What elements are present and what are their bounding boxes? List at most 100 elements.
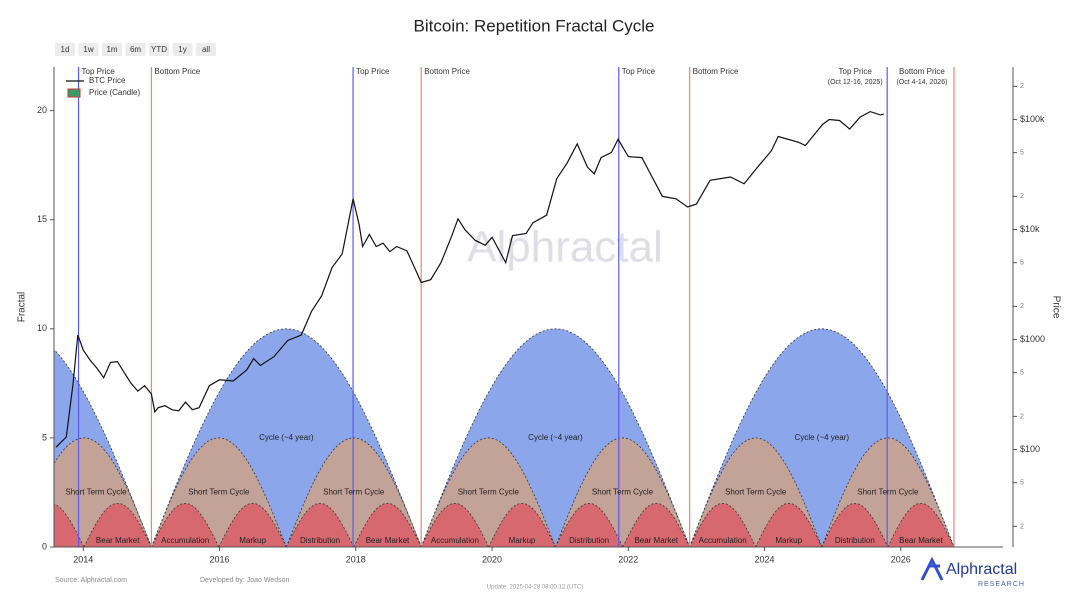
y2-tick-label: 5	[1020, 479, 1024, 486]
cycle-label: Bear Market	[96, 536, 140, 545]
y-tick-label: 5	[42, 432, 47, 442]
y2-tick-label: $100	[1020, 444, 1040, 454]
range-button-label[interactable]: 1d	[61, 45, 70, 54]
cycle-label: Short Term Cycle	[458, 488, 520, 497]
y2-tick-label: $10k	[1020, 224, 1040, 234]
cycle-label: Short Term Cycle	[188, 488, 250, 497]
cycle-label: Markup	[775, 536, 802, 545]
cycle-arc	[887, 503, 955, 547]
marker-label: Bottom Price	[693, 67, 739, 76]
cycle-label: Cycle (~4 year)	[795, 433, 850, 442]
y2-tick-label: 2	[1020, 83, 1024, 90]
logo-tagline: RESEARCH	[978, 581, 1025, 588]
logo-name: Alphractal	[946, 561, 1017, 578]
y2-axis-title: Price	[1050, 296, 1061, 319]
marker-label: Bottom Price	[424, 67, 470, 76]
cycle-arc	[689, 503, 757, 547]
y2-tick-label: 2	[1020, 303, 1024, 310]
y-tick-label: 15	[37, 214, 47, 224]
footer-update: Update: 2025-04-28 08:00:12 (UTC)	[487, 585, 583, 591]
range-button-label[interactable]: 1y	[178, 45, 186, 54]
cycle-label: Short Term Cycle	[592, 488, 654, 497]
y2-tick-label: 2	[1020, 193, 1024, 200]
cycle-label: Accumulation	[699, 536, 747, 545]
range-button-label[interactable]: 1m	[106, 45, 117, 54]
x-tick-label: 2020	[482, 554, 502, 564]
y2-tick-label: 2	[1020, 523, 1024, 530]
y2-tick-label: 2	[1020, 413, 1024, 420]
marker-label: Bottom Price	[899, 67, 945, 76]
range-button[interactable]	[196, 43, 216, 56]
range-button-label[interactable]: 6m	[130, 45, 141, 54]
cycle-arc	[420, 503, 490, 547]
cycle-label: Short Term Cycle	[323, 488, 385, 497]
y-tick-label: 0	[42, 541, 47, 551]
cycle-label: Short Term Cycle	[65, 488, 127, 497]
x-tick-label: 2026	[891, 554, 911, 564]
y2-tick-label: $100k	[1020, 114, 1045, 124]
legend-label: Price (Candle)	[89, 88, 140, 97]
x-tick-label: 2024	[755, 554, 775, 564]
y2-tick-label: 5	[1020, 369, 1024, 376]
marker-label: Top Price	[356, 67, 390, 76]
x-tick-label: 2018	[346, 554, 366, 564]
cycle-arc	[488, 503, 556, 547]
range-button[interactable]	[78, 43, 99, 56]
cycle-label: Accumulation	[161, 536, 209, 545]
marker-sublabel: (Oct 12-16, 2025)	[828, 79, 883, 86]
y-axis-title: Fractal	[17, 292, 28, 323]
price-line	[55, 110, 884, 448]
y2-tick-label: $1000	[1020, 334, 1045, 344]
cycle-arc	[821, 503, 889, 547]
cycle-label: Short Term Cycle	[725, 488, 787, 497]
cycle-arc	[622, 503, 691, 547]
y-tick-label: 20	[37, 105, 47, 115]
logo-icon	[920, 556, 944, 581]
cycle-label: Bear Market	[634, 536, 678, 545]
legend-label: BTC Price	[89, 76, 126, 85]
cycle-label: Bear Market	[366, 536, 410, 545]
cycle-label: Markup	[239, 536, 266, 545]
range-button[interactable]	[172, 43, 193, 56]
watermark: Alphractal	[467, 223, 663, 272]
range-button[interactable]	[55, 43, 75, 56]
x-tick-label: 2016	[210, 554, 230, 564]
cycle-arc	[285, 503, 355, 547]
cycle-label: Markup	[509, 536, 536, 545]
cycle-label: Bear Market	[899, 536, 943, 545]
cycle-arc	[83, 503, 152, 547]
cycle-label: Accumulation	[431, 536, 479, 545]
cycle-label: Short Term Cycle	[857, 488, 919, 497]
footer-source: Source: Alphractal.com	[55, 577, 127, 584]
marker-label: Top Price	[82, 67, 116, 76]
cycle-arc	[353, 503, 422, 547]
footer-developer: Developed by: Joao Wedson	[200, 577, 289, 584]
range-button-label[interactable]: all	[202, 45, 210, 54]
marker-label: Top Price	[839, 67, 873, 76]
cycle-arc	[554, 503, 624, 547]
y2-tick-label: 5	[1020, 149, 1024, 156]
range-button[interactable]	[125, 43, 146, 56]
cycle-label: Distribution	[569, 536, 609, 545]
cycle-label: Cycle (~4 year)	[259, 433, 314, 442]
range-button-label[interactable]: YTD	[151, 45, 167, 54]
y-tick-label: 10	[37, 323, 47, 333]
marker-sublabel: (Oct 4-14, 2026)	[896, 79, 947, 86]
chart-title: Bitcoin: Repetition Fractal Cycle	[414, 16, 655, 35]
cycle-arc	[150, 503, 220, 547]
y2-tick-label: 5	[1020, 259, 1024, 266]
cycle-label: Distribution	[835, 536, 875, 545]
marker-label: Bottom Price	[154, 67, 200, 76]
cycle-label: Cycle (~4 year)	[528, 433, 583, 442]
range-button[interactable]	[149, 43, 169, 56]
cycle-arc	[755, 503, 823, 547]
x-tick-label: 2014	[73, 554, 93, 564]
cycle-arc	[218, 503, 287, 547]
plot-area	[54, 67, 955, 547]
marker-label: Top Price	[622, 67, 656, 76]
cycle-arc	[54, 503, 85, 547]
range-button[interactable]	[102, 43, 122, 56]
legend-swatch	[67, 88, 81, 98]
range-button-label[interactable]: 1w	[83, 45, 93, 54]
